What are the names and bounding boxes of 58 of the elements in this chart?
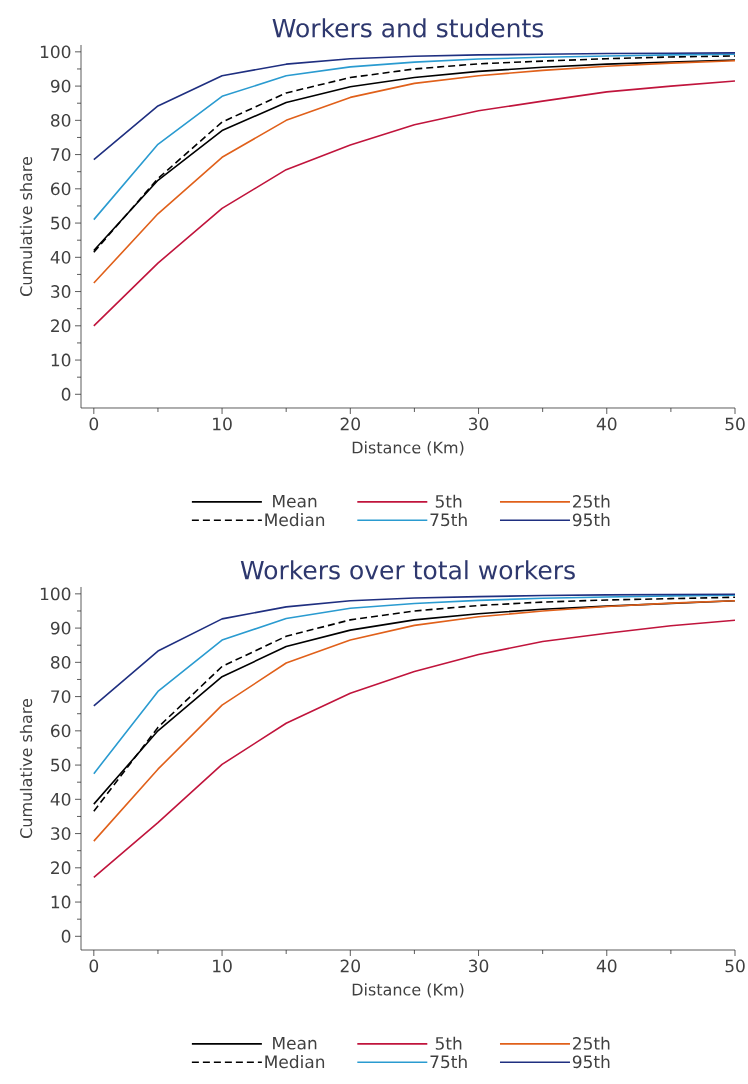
legend-label: 75th [430,513,467,527]
x-tick-label: 50 [725,417,745,431]
x-tick-label: 40 [596,959,617,973]
x-tick-label: 50 [725,959,745,973]
y-tick-label: 20 [51,861,71,875]
legend-label: 25th [573,1036,610,1050]
line-series [93,52,735,161]
y-axis-title: Cumulative share [19,698,33,838]
x-tick-label: 0 [89,959,99,973]
y-tick-label: 0 [61,387,71,401]
y-tick-label: 60 [51,182,71,196]
legend-label: 5th [435,494,462,508]
x-tick-label: 0 [89,417,99,431]
y-tick-label: 10 [51,353,71,367]
x-tick-label: 30 [469,417,489,431]
chart-title: Workers and students [272,18,544,38]
x-axis-title: Distance (Km) [352,441,464,456]
y-tick-label: 0 [61,929,71,943]
y-tick-label: 80 [51,113,71,127]
line-series [93,80,735,327]
y-tick-label: 100 [40,45,71,59]
y-tick-label: 50 [51,216,71,230]
x-tick-label: 40 [596,417,617,431]
legend-label: Mean [273,1036,317,1050]
legend-label: Mean [273,494,317,508]
x-tick-label: 20 [340,959,360,973]
legend-label: 95th [572,1055,610,1069]
chart-title: Workers over total workers [240,560,575,580]
legend-label: Median [265,1055,325,1069]
legend-label: 95th [572,513,610,527]
y-tick-label: 90 [50,79,71,93]
x-axis-title: Distance (Km) [352,983,464,998]
y-tick-label: 80 [51,655,71,669]
y-tick-label: 60 [51,724,71,738]
y-tick-label: 50 [51,758,71,772]
x-tick-label: 10 [213,417,232,431]
legend-label: 25th [573,494,610,508]
y-tick-label: 40 [50,250,71,264]
line-series [93,53,735,221]
y-tick-label: 70 [51,148,71,161]
y-tick-label: 20 [51,319,71,333]
legend-label: 5th [435,1036,462,1050]
legend-label: Median [265,513,325,527]
x-tick-label: 20 [340,417,360,431]
y-tick-label: 30 [51,827,71,840]
y-tick-label: 70 [51,690,71,704]
x-tick-label: 30 [469,959,489,973]
y-tick-label: 10 [51,895,71,909]
y-tick-label: 90 [50,621,71,635]
x-tick-label: 10 [213,959,232,973]
y-tick-label: 100 [40,587,71,601]
line-series [93,594,735,775]
legend-label: 75th [430,1055,467,1069]
line-series [93,593,735,707]
y-tick-label: 40 [50,792,71,806]
y-axis-title: Cumulative share [19,156,33,296]
y-tick-label: 30 [51,285,71,298]
line-series [93,619,735,879]
